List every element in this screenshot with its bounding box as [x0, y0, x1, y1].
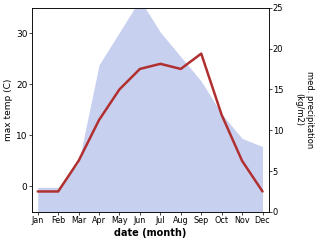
Y-axis label: max temp (C): max temp (C) — [4, 79, 13, 141]
X-axis label: date (month): date (month) — [114, 228, 186, 238]
Y-axis label: med. precipitation
(kg/m2): med. precipitation (kg/m2) — [294, 71, 314, 148]
